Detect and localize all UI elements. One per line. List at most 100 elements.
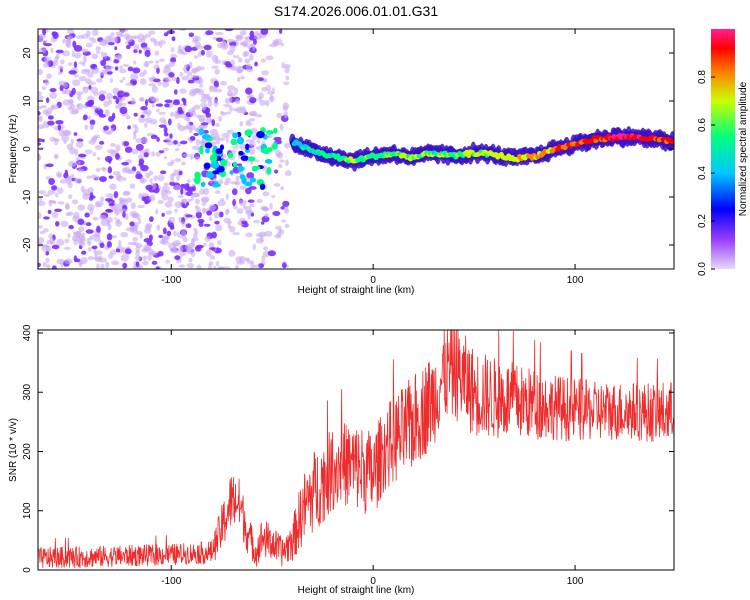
- spectrogram-noise-blob: [220, 80, 227, 86]
- spectrogram-noise-blob: [265, 99, 270, 107]
- spectrogram-noise-blob: [214, 220, 220, 225]
- spectrogram-transition-blob: [205, 147, 210, 154]
- spectrogram-noise-blob: [229, 44, 236, 53]
- spectrogram-noise-blob: [75, 35, 85, 40]
- spectrogram-noise-blob: [77, 218, 85, 225]
- spectrogram-noise-blob: [231, 188, 238, 196]
- spectrogram-noise-blob: [208, 119, 212, 124]
- spectrogram-noise-blob: [186, 262, 195, 269]
- spectrogram-noise-blob: [62, 129, 71, 136]
- spectrogram-noise-blob: [165, 259, 171, 264]
- spectrogram-noise-blob: [65, 178, 72, 185]
- spectrogram-noise-blob: [73, 61, 78, 69]
- spectrogram-noise-blob: [174, 249, 182, 253]
- spectrogram-noise-blob: [158, 234, 163, 239]
- spectrogram-noise-blob: [38, 68, 43, 76]
- spectrogram-noise-blob: [245, 63, 252, 71]
- spectrogram-noise-blob: [129, 183, 136, 189]
- spectrogram-noise-blob: [122, 63, 130, 68]
- spectrogram-noise-blob: [193, 79, 202, 84]
- spectrogram-noise-blob: [208, 85, 214, 93]
- spectrogram-noise-blob: [89, 235, 94, 241]
- spectrogram-noise-blob: [54, 154, 58, 160]
- spectrogram-noise-blob: [216, 134, 221, 142]
- spectrogram-noise-blob: [188, 61, 193, 69]
- spectrogram-noise-blob: [99, 196, 105, 202]
- spectrogram-noise-blob: [139, 72, 145, 78]
- spectrogram-noise-blob: [114, 54, 122, 60]
- spectrogram-noise-blob: [203, 93, 209, 99]
- spectrogram-noise-blob: [135, 143, 144, 151]
- spectrogram-noise-blob: [59, 179, 68, 184]
- spectrogram-noise-blob: [55, 49, 64, 54]
- spectrogram-noise-blob: [265, 55, 274, 61]
- spectrogram-noise-blob: [155, 208, 159, 215]
- spectrogram-noise-blob: [206, 96, 213, 101]
- spectrogram-noise-blob: [89, 191, 94, 198]
- spectrogram-noise-blob: [122, 210, 126, 218]
- spectrogram-track-core: [669, 139, 674, 145]
- spectrogram-noise-blob: [77, 153, 87, 158]
- spectrogram-noise-blob: [237, 76, 241, 83]
- spectrogram-track-core: [335, 153, 341, 159]
- spectrogram-noise-blob: [38, 262, 42, 267]
- spectrogram-noise-blob: [134, 126, 139, 134]
- spectrogram-noise-blob: [157, 174, 165, 182]
- spectrogram-noise-blob: [85, 222, 92, 227]
- spectrogram-transition-blob: [256, 130, 265, 139]
- spectrogram-noise-blob: [116, 175, 124, 182]
- snr-y-tick-label: 0: [22, 567, 33, 573]
- spectrogram-noise-blob: [261, 70, 270, 76]
- spectrogram-noise-blob: [226, 208, 230, 214]
- spectrogram-noise-blob: [226, 129, 235, 134]
- spectrogram-noise-blob: [100, 263, 105, 269]
- spectrogram-transition-blob: [262, 147, 271, 155]
- spectrogram-noise-blob: [119, 68, 127, 74]
- spectrogram-noise-blob: [186, 179, 191, 183]
- spectrogram-noise-blob: [91, 174, 97, 179]
- spectrogram-noise-blob: [250, 212, 255, 217]
- spectrogram-noise-blob: [284, 223, 290, 228]
- spectrogram-noise-blob: [88, 196, 94, 201]
- spectrogram-noise-blob: [98, 257, 107, 263]
- spectrogram-noise-blob: [185, 123, 193, 130]
- spectrogram-noise-blob: [284, 142, 291, 149]
- spectrogram-noise-blob: [51, 244, 60, 250]
- spectrogram-noise-blob: [38, 200, 46, 206]
- spectrogram-noise-blob: [164, 99, 173, 104]
- spectrogram-noise-blob: [76, 230, 82, 238]
- spectrogram-noise-blob: [174, 110, 179, 117]
- spectrogram-noise-blob: [38, 47, 47, 54]
- spectrogram-noise-blob: [239, 30, 247, 36]
- spectrogram-transition-blob: [249, 178, 256, 183]
- spectrogram-noise-blob: [52, 31, 59, 40]
- spectrogram-noise-blob: [157, 81, 162, 86]
- spectrogram-noise-blob: [87, 71, 94, 78]
- spectrogram-noise-blob: [187, 71, 193, 76]
- spectrogram-noise-blob: [234, 98, 241, 105]
- spectrogram-noise-blob: [269, 202, 273, 210]
- spectrogram-noise-blob: [177, 122, 181, 129]
- spectrogram-noise-blob: [215, 37, 224, 42]
- spectrogram-noise-blob: [87, 255, 94, 261]
- spectrogram-noise-blob: [113, 58, 120, 64]
- spectrogram-noise-blob: [144, 122, 148, 129]
- spectrogram-noise-blob: [47, 120, 55, 126]
- spectrogram-noise-blob: [127, 125, 131, 130]
- spectrogram-noise-blob: [126, 44, 131, 50]
- spectrogram-noise-blob: [228, 96, 233, 104]
- spectrogram-noise-blob: [172, 140, 179, 145]
- spectrogram-noise-blob: [253, 159, 260, 163]
- spectrogram-noise-blob: [100, 59, 107, 66]
- spectrogram-noise-blob: [187, 198, 192, 202]
- spectrogram-noise-blob: [38, 153, 41, 161]
- spectrogram-noise-blob: [88, 85, 92, 90]
- spectrogram-noise: [38, 29, 292, 269]
- spectrogram-noise-blob: [157, 111, 167, 115]
- spectrogram-noise-blob: [55, 220, 60, 227]
- spectrogram-noise-blob: [130, 202, 136, 210]
- spectrogram-track-core: [466, 153, 472, 158]
- spectrogram-noise-blob: [39, 230, 46, 235]
- spectrogram-noise-blob: [68, 70, 77, 75]
